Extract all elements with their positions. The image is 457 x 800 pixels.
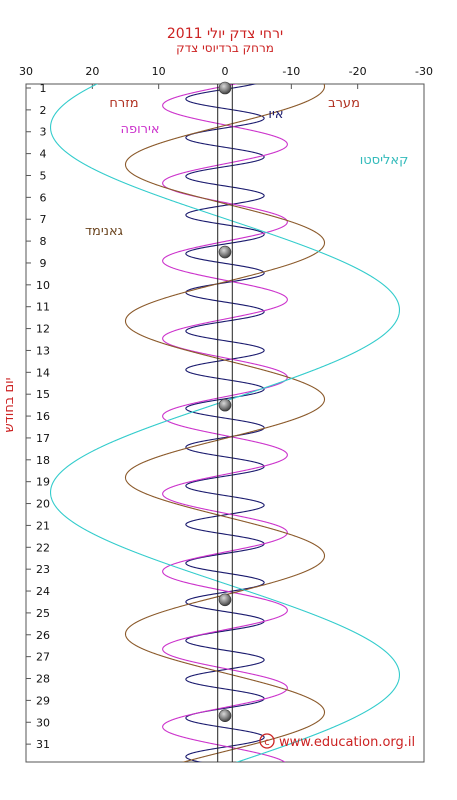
- y-tick-label: 4: [40, 148, 47, 161]
- svg-text:c: c: [264, 737, 270, 748]
- y-tick-label: 21: [36, 519, 50, 532]
- moon-series: [49, 84, 401, 762]
- y-tick-label: 22: [36, 541, 50, 554]
- x-tick-label: -30: [415, 65, 433, 78]
- callisto-label: קאליסטו: [360, 153, 409, 168]
- credit: © c www.education.org.il: [259, 733, 415, 750]
- y-tick-label: 30: [36, 716, 50, 729]
- y-tick-label: 25: [36, 607, 50, 620]
- x-axis-ticks: 30 20 10 0 -10 -20 -30: [19, 65, 433, 89]
- ganymede-label: גאנימד: [85, 224, 123, 239]
- y-tick-label: 18: [36, 454, 50, 467]
- x-tick-label: 20: [85, 65, 99, 78]
- jupiter-center-band: [217, 84, 233, 762]
- y-tick-label: 31: [36, 738, 50, 751]
- series-line-2: [124, 84, 326, 762]
- jupiter-marker: [218, 593, 232, 607]
- east-label: מזרח: [109, 96, 138, 111]
- y-tick-label: 20: [36, 498, 50, 511]
- y-tick-label: 10: [36, 279, 50, 292]
- io-label: איו: [268, 107, 283, 122]
- y-tick-label: 24: [36, 585, 50, 598]
- y-tick-label: 14: [36, 366, 50, 379]
- y-tick-label: 3: [40, 126, 47, 139]
- copyright-icon: [259, 733, 275, 749]
- y-axis-label: יום בחודש: [2, 377, 17, 432]
- europa-label: אירופה: [120, 122, 159, 137]
- series-line-1: [162, 84, 288, 762]
- y-tick-label: 17: [36, 432, 50, 445]
- x-tick-label: 30: [19, 65, 33, 78]
- chart-subtitle: מרחק ברדיוסי צדק: [176, 41, 274, 55]
- y-tick-label: 19: [36, 476, 50, 489]
- y-tick-label: 11: [36, 301, 50, 314]
- y-tick-label: 6: [40, 191, 47, 204]
- x-tick-label: -20: [349, 65, 367, 78]
- y-tick-label: 8: [40, 235, 47, 248]
- y-tick-label: 28: [36, 673, 50, 686]
- y-tick-label: 29: [36, 694, 50, 707]
- jupiter-marker: [218, 245, 232, 259]
- chart-title: ירחי צדק יולי 2011: [167, 26, 283, 42]
- west-label: מערב: [328, 96, 360, 111]
- y-tick-label: 2: [40, 104, 47, 117]
- credit-text: www.education.org.il: [279, 735, 415, 750]
- y-tick-label: 1: [40, 82, 47, 95]
- y-tick-label: 16: [36, 410, 50, 423]
- y-tick-label: 5: [40, 169, 47, 182]
- y-tick-label: 15: [36, 388, 50, 401]
- x-tick-label: 10: [152, 65, 166, 78]
- y-tick-label: 26: [36, 629, 50, 642]
- y-tick-label: 9: [40, 257, 47, 270]
- x-tick-label: 0: [222, 65, 229, 78]
- x-tick-label: -10: [282, 65, 300, 78]
- y-tick-label: 23: [36, 563, 50, 576]
- jupiter-marker: [218, 398, 232, 412]
- y-tick-label: 27: [36, 651, 50, 664]
- y-tick-label: 12: [36, 323, 50, 336]
- jupiter-marker: [218, 81, 232, 95]
- series-line-3: [49, 84, 401, 762]
- y-axis-ticks: 1234567891011121314151617181920212223242…: [26, 82, 50, 751]
- y-tick-label: 13: [36, 344, 50, 357]
- series-line-0: [185, 84, 265, 762]
- y-tick-label: 7: [40, 213, 47, 226]
- jupiter-markers: [218, 81, 232, 722]
- jupiter-marker: [218, 709, 232, 722]
